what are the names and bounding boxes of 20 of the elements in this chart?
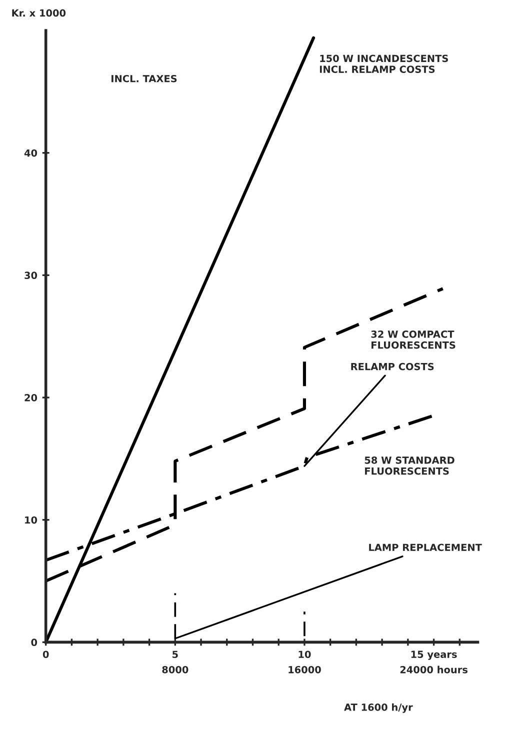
x-axis-title: AT 1600 h/yr bbox=[344, 703, 413, 713]
x-tick-label: 0 bbox=[42, 650, 49, 658]
y-tick-label: 40 bbox=[24, 149, 38, 157]
y-tick-label: 10 bbox=[25, 516, 38, 524]
series-label: 150 W INCANDESCENTS INCL. RELAMP COSTS bbox=[320, 54, 448, 73]
x2-tick-label: 16000 bbox=[288, 666, 321, 674]
annotation: RELAMP COSTS bbox=[351, 362, 434, 370]
annotation: LAMP REPLACEMENT bbox=[369, 544, 482, 552]
y-axis-title: Kr. x 1000 bbox=[12, 9, 66, 17]
annotation: INCL. TAXES bbox=[112, 74, 177, 82]
x-tick-label: 15 years bbox=[411, 650, 457, 660]
y-tick-label: 20 bbox=[24, 394, 38, 402]
x-tick-label: 10 bbox=[298, 650, 311, 658]
x-tick-label: 5 bbox=[172, 650, 178, 658]
series-label: 58 W STANDARD FLUORESCENTS bbox=[364, 456, 454, 475]
y-tick-label: 0 bbox=[31, 638, 38, 646]
x2-tick-label: 8000 bbox=[162, 666, 188, 674]
series-label: 32 W COMPACT FLUORESCENTS bbox=[371, 330, 456, 349]
y-tick-label: 30 bbox=[24, 272, 38, 280]
x2-tick-label: 24000 hours bbox=[400, 666, 468, 674]
